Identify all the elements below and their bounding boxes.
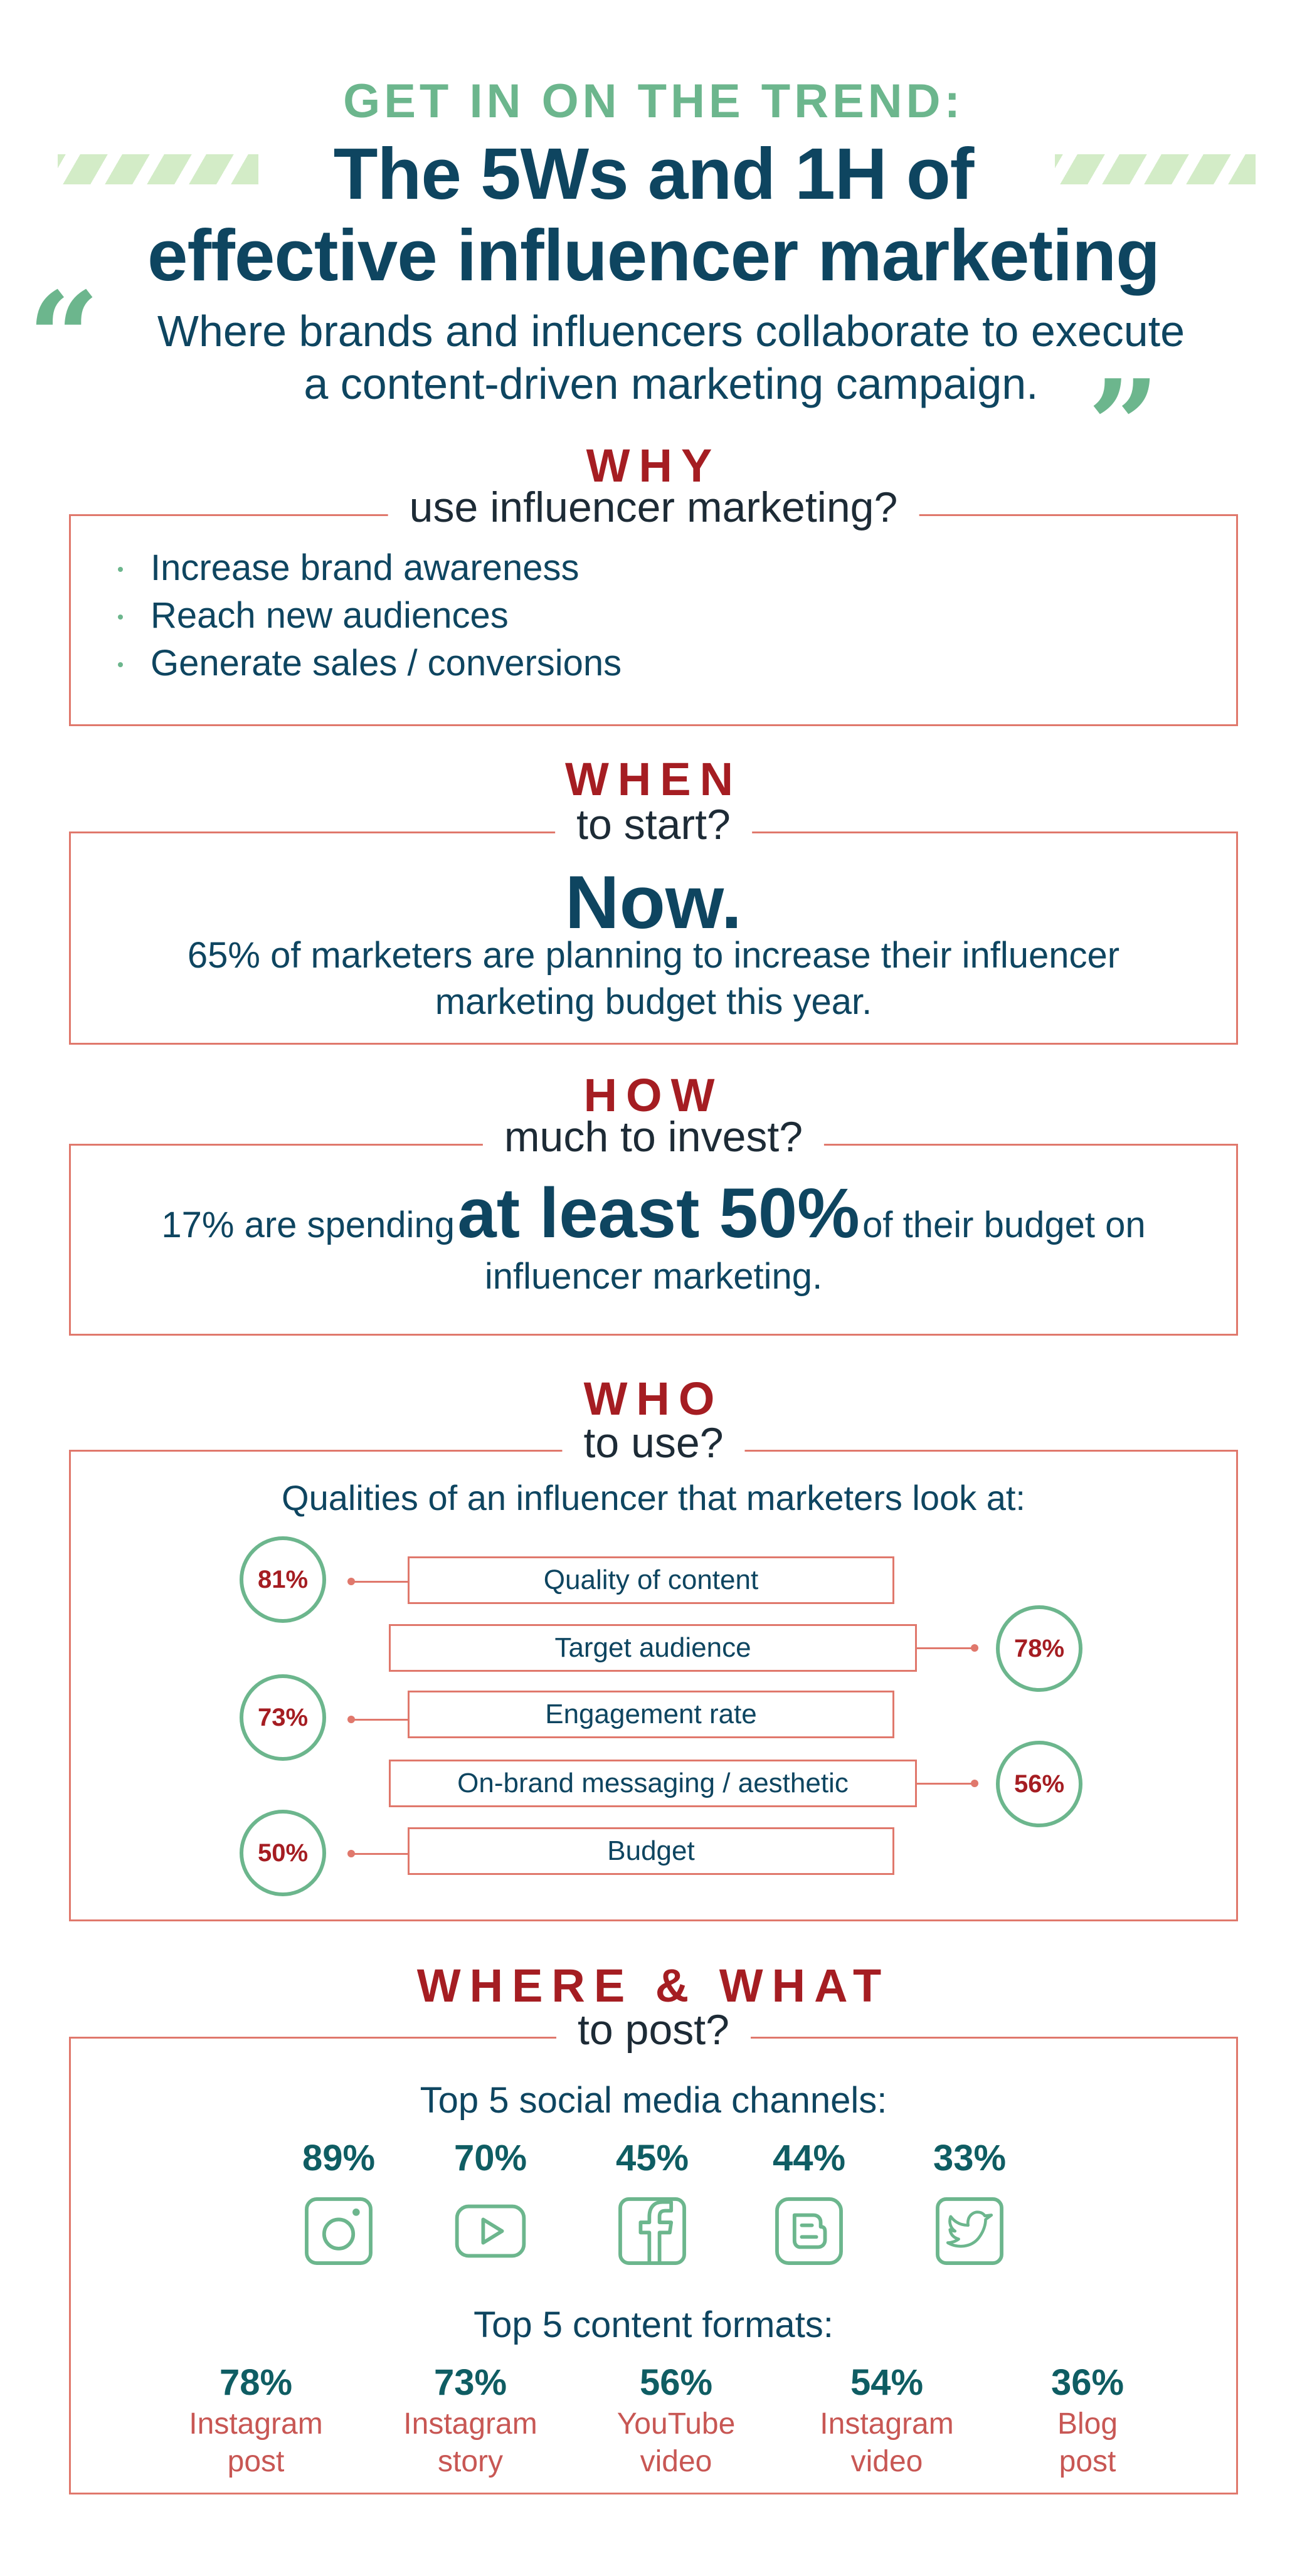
- connector-dot: [347, 1578, 355, 1585]
- blogger-icon: [775, 2197, 843, 2265]
- close-quote-icon: ”: [1087, 352, 1160, 500]
- why-item-new-audiences: Reach new audiences: [151, 595, 509, 636]
- bullet-dot: [118, 615, 123, 620]
- when-line2: marketing budget this year.: [435, 981, 872, 1022]
- why-item-brand-awareness: Increase brand awareness: [151, 547, 579, 588]
- quote-line2: a content-driven marketing campaign.: [304, 359, 1039, 408]
- budget-label: Budget: [408, 1827, 894, 1875]
- when-line1: 65% of marketers are planning to increas…: [187, 935, 1120, 976]
- channels-title: Top 5 social media channels:: [420, 2080, 887, 2121]
- who-subheading: to use?: [562, 1418, 745, 1467]
- how-subheading: much to invest?: [482, 1112, 825, 1161]
- why-box: [69, 514, 1238, 726]
- decorative-stripes-right: [1055, 154, 1256, 184]
- page-title-line1: The 5Ws and 1H of: [333, 133, 975, 214]
- quality-content-percent-badge: 81%: [240, 1536, 326, 1623]
- budget-percent-badge: 50%: [240, 1810, 326, 1896]
- target-audience-label: Target audience: [389, 1624, 917, 1672]
- open-quote-icon: “: [28, 265, 100, 412]
- quality-content-label: Quality of content: [408, 1556, 894, 1604]
- instagram-icon: [305, 2197, 373, 2265]
- formats-title: Top 5 content formats:: [474, 2304, 833, 2345]
- format-instagram-video-label-line1: Instagram: [820, 2407, 954, 2441]
- connector-line: [917, 1783, 975, 1785]
- format-blog-post-label-line2: post: [1059, 2445, 1116, 2478]
- format-blog-post-label-line1: Blog: [1057, 2407, 1118, 2441]
- twitter-icon: [936, 2197, 1003, 2265]
- when-heading: WHEN: [564, 753, 743, 805]
- how-box: [69, 1144, 1238, 1336]
- format-instagram-story-label-line1: Instagram: [403, 2407, 537, 2441]
- format-instagram-story-label-line2: story: [437, 2445, 503, 2478]
- format-instagram-post-label-line2: post: [227, 2445, 285, 2478]
- instagram-percent: 89%: [302, 2138, 376, 2178]
- when-box: [69, 831, 1238, 1045]
- where-what-box: [69, 2037, 1238, 2494]
- twitter-percent: 33%: [933, 2138, 1007, 2178]
- connector-dot: [347, 1716, 355, 1723]
- on-brand-messaging-label: On-brand messaging / aesthetic: [389, 1760, 917, 1807]
- why-item-sales-conversions: Generate sales / conversions: [151, 643, 622, 684]
- engagement-rate-label: Engagement rate: [408, 1691, 894, 1738]
- how-pre-text: 17% are spending: [161, 1205, 455, 1245]
- who-heading: WHO: [583, 1373, 724, 1425]
- on-brand-messaging-percent-badge: 56%: [996, 1741, 1082, 1827]
- how-post-text: of their budget on: [862, 1205, 1146, 1245]
- connector-dot: [971, 1780, 978, 1787]
- connector-line: [351, 1581, 409, 1583]
- format-youtube-video-label-line1: YouTube: [616, 2407, 736, 2441]
- how-line1: 17% are spending at least 50% of their b…: [69, 1173, 1238, 1275]
- how-line2: influencer marketing.: [484, 1256, 823, 1297]
- format-instagram-post-label-line1: Instagram: [189, 2407, 323, 2441]
- format-instagram-video-percent: 54%: [850, 2362, 924, 2403]
- format-blog-post-percent: 36%: [1050, 2362, 1124, 2403]
- connector-dot: [971, 1644, 978, 1652]
- when-big-text: Now.: [564, 860, 743, 944]
- connector-line: [917, 1647, 975, 1649]
- who-intro: Qualities of an influencer that marketer…: [282, 1478, 1025, 1518]
- connector-line: [351, 1719, 409, 1721]
- how-big-text: at least 50%: [457, 1174, 860, 1252]
- connector-line: [351, 1853, 409, 1855]
- where-what-heading: WHERE & WHAT: [416, 1960, 891, 2012]
- blogger-percent: 44%: [772, 2138, 846, 2178]
- facebook-percent: 45%: [615, 2138, 689, 2178]
- format-youtube-video-label-line2: video: [640, 2445, 712, 2478]
- bullet-dot: [118, 567, 123, 572]
- facebook-icon: [618, 2197, 686, 2265]
- youtube-icon: [455, 2204, 526, 2258]
- format-instagram-post-percent: 78%: [219, 2362, 293, 2403]
- engagement-rate-percent-badge: 73%: [240, 1674, 326, 1761]
- youtube-percent: 70%: [453, 2138, 527, 2178]
- format-youtube-video-percent: 56%: [639, 2362, 713, 2403]
- target-audience-percent-badge: 78%: [996, 1605, 1082, 1692]
- decorative-stripes-left: [58, 154, 258, 184]
- kicker: GET IN ON THE TREND:: [343, 75, 964, 128]
- format-instagram-story-percent: 73%: [433, 2362, 507, 2403]
- format-instagram-video-label-line2: video: [850, 2445, 923, 2478]
- connector-dot: [347, 1850, 355, 1857]
- bullet-dot: [118, 662, 123, 667]
- why-subheading: use influencer marketing?: [388, 483, 919, 532]
- where-what-subheading: to post?: [556, 2005, 751, 2054]
- when-subheading: to start?: [555, 800, 752, 849]
- page-title-line2: effective influencer marketing: [147, 214, 1160, 296]
- quote-line1: Where brands and influencers collaborate…: [157, 307, 1185, 356]
